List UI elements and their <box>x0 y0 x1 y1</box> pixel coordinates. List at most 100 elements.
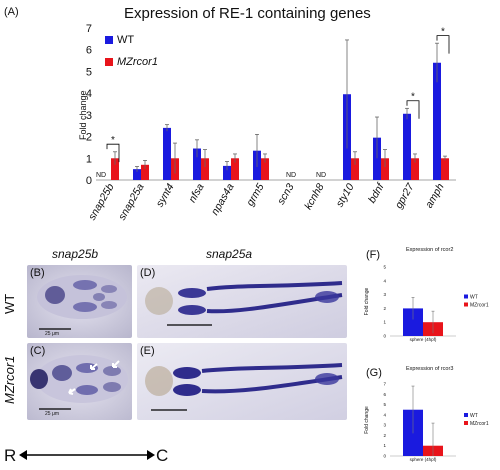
y-tick-label: 2 <box>86 132 92 144</box>
small-y-tick: 6 <box>383 392 386 397</box>
y-tick-label: 4 <box>86 88 92 100</box>
bar-wt-npas4a <box>223 165 231 180</box>
bar-mzrcor1-amph <box>441 158 449 180</box>
axis-c-label: C <box>156 446 169 465</box>
bar-wt-bdnf <box>373 137 381 180</box>
bar-mzrcor1-bdnf <box>381 158 389 180</box>
significance-star: * <box>411 92 415 103</box>
y-tick-label: 3 <box>86 110 92 122</box>
panel-f-title: Expression of rcor2 <box>406 247 454 253</box>
rostral-caudal-arrow <box>19 450 155 460</box>
category-label-gpr27: gpr27 <box>393 180 417 210</box>
nd-label: ND <box>286 172 296 179</box>
small-y-tick: 1 <box>383 443 386 448</box>
small-legend-label: WT <box>470 413 478 419</box>
small-y-tick: 5 <box>383 402 386 407</box>
small-y-tick: 4 <box>383 278 386 283</box>
small-y-tick: 0 <box>383 334 386 339</box>
category-label-npas4a: npas4a <box>209 181 237 217</box>
small-legend-swatch <box>464 302 468 307</box>
row-label-wt: WT <box>2 293 17 314</box>
small-legend-label: MZrcor1 <box>470 421 489 427</box>
small-bar-wt <box>403 308 423 336</box>
category-label-amph: amph <box>423 181 447 210</box>
small-legend-label: MZrcor1 <box>470 303 489 309</box>
small-legend-swatch <box>464 294 468 299</box>
small-y-tick: 5 <box>383 265 386 270</box>
bar-wt-synt4 <box>163 127 171 180</box>
small-y-tick: 1 <box>383 320 386 325</box>
small-legend-swatch <box>464 413 468 417</box>
micrograph-e: (E) <box>137 343 347 420</box>
scale-bar-label-c: 25 μm <box>45 411 59 417</box>
micrograph-b: (B) 25 μm <box>27 265 132 338</box>
category-label-kcnh8: kcnh8 <box>302 181 326 211</box>
y-tick-label: 6 <box>86 45 92 57</box>
significance-bracket <box>406 100 420 119</box>
bar-mzrcor1-sty10 <box>351 158 359 180</box>
small-y-tick: 7 <box>383 382 386 387</box>
panel-f-letter: (F) <box>366 249 381 261</box>
legend-mz-label: MZrcor1 <box>117 56 158 68</box>
category-label-sty10: sty10 <box>334 181 357 209</box>
bar-mzrcor1-nfsa <box>201 158 209 180</box>
arrow-icon <box>68 388 76 395</box>
micrograph-c: (C) 25 μm <box>27 343 132 420</box>
small-category-label: sphere (4hpf) <box>410 457 437 462</box>
axis-r-label: R <box>4 446 17 465</box>
small-y-tick: 3 <box>383 292 386 297</box>
small-y-tick: 4 <box>383 412 386 417</box>
category-label-grm5: grm5 <box>244 181 266 208</box>
significance-bracket <box>106 143 120 163</box>
panel-b-letter: (B) <box>30 267 45 279</box>
scale-bar-label-b: 25 μm <box>45 331 59 337</box>
panel-f-plot: Fold change 0 1 2 3 4 5 sphere (4hpf) WT MZrcor1 <box>364 265 489 343</box>
column-label-snap25b: snap25b <box>52 247 99 261</box>
small-ylabel: Fold change <box>364 288 370 316</box>
panel-g-title: Expression of rcor3 <box>406 366 454 372</box>
small-legend-label: WT <box>470 295 478 301</box>
panel-a-letter: (A) <box>4 6 19 18</box>
bar-mzrcor1-npas4a <box>231 158 239 180</box>
bar-wt-nfsa <box>193 148 201 180</box>
panel-g-letter: (G) <box>366 367 382 379</box>
bar-mzrcor1-grm5 <box>261 158 269 180</box>
legend-wt-swatch <box>105 36 113 44</box>
panel-a-legend: WT MZrcor1 <box>105 33 158 69</box>
y-tick-label: 0 <box>86 175 92 187</box>
significance-bracket <box>436 35 450 54</box>
small-y-tick: 2 <box>383 433 386 438</box>
category-label-synt4: synt4 <box>154 181 177 209</box>
category-label-snap25a: snap25a <box>116 181 147 222</box>
panel-a-chart: 0 1 2 3 4 5 6 7 ND * snap25b snap25a synt4 nfsa npas4a… <box>86 23 456 222</box>
legend-wt-label: WT <box>117 34 135 46</box>
y-tick-label: 1 <box>86 153 92 165</box>
small-legend-swatch <box>464 421 468 425</box>
micrograph-d: (D) <box>137 265 347 338</box>
significance-star: * <box>441 27 445 38</box>
small-y-tick: 3 <box>383 423 386 428</box>
nd-label: ND <box>96 172 106 179</box>
small-y-tick: 0 <box>383 454 386 459</box>
category-label-snap25b: snap25b <box>86 181 117 222</box>
bar-mzrcor1-gpr27 <box>411 158 419 180</box>
panel-g-chart: Fold change 0 1 2 3 4 5 6 7 sphere (4hpf) WT MZrcor… <box>364 382 489 463</box>
y-tick-label: 5 <box>86 66 92 78</box>
column-label-snap25a: snap25a <box>206 247 253 261</box>
bar-wt-amph <box>433 62 441 180</box>
category-label-nfsa: nfsa <box>186 181 206 204</box>
row-label-mzrcor1: MZrcor1 <box>2 355 17 404</box>
bar-wt-gpr27 <box>403 113 411 180</box>
category-label-scn3: scn3 <box>275 181 297 206</box>
significance-star: * <box>111 135 115 146</box>
small-ylabel: Fold change <box>364 406 370 434</box>
small-y-tick: 2 <box>383 306 386 311</box>
panel-e-letter: (E) <box>140 345 155 357</box>
bar-mzrcor1-snap25b <box>111 158 119 180</box>
panel-g-plot: Fold change 0 1 2 3 4 5 6 7 sphere (4hpf) WT MZrcor… <box>364 382 489 463</box>
nd-label: ND <box>316 172 326 179</box>
panel-d-letter: (D) <box>140 267 156 279</box>
legend-mz-swatch <box>105 58 113 66</box>
panel-f-chart: Fold change 0 1 2 3 4 5 sphere (4hpf) WT MZrcor1 <box>364 265 489 343</box>
small-category-label: sphere (4hpf) <box>410 337 437 342</box>
